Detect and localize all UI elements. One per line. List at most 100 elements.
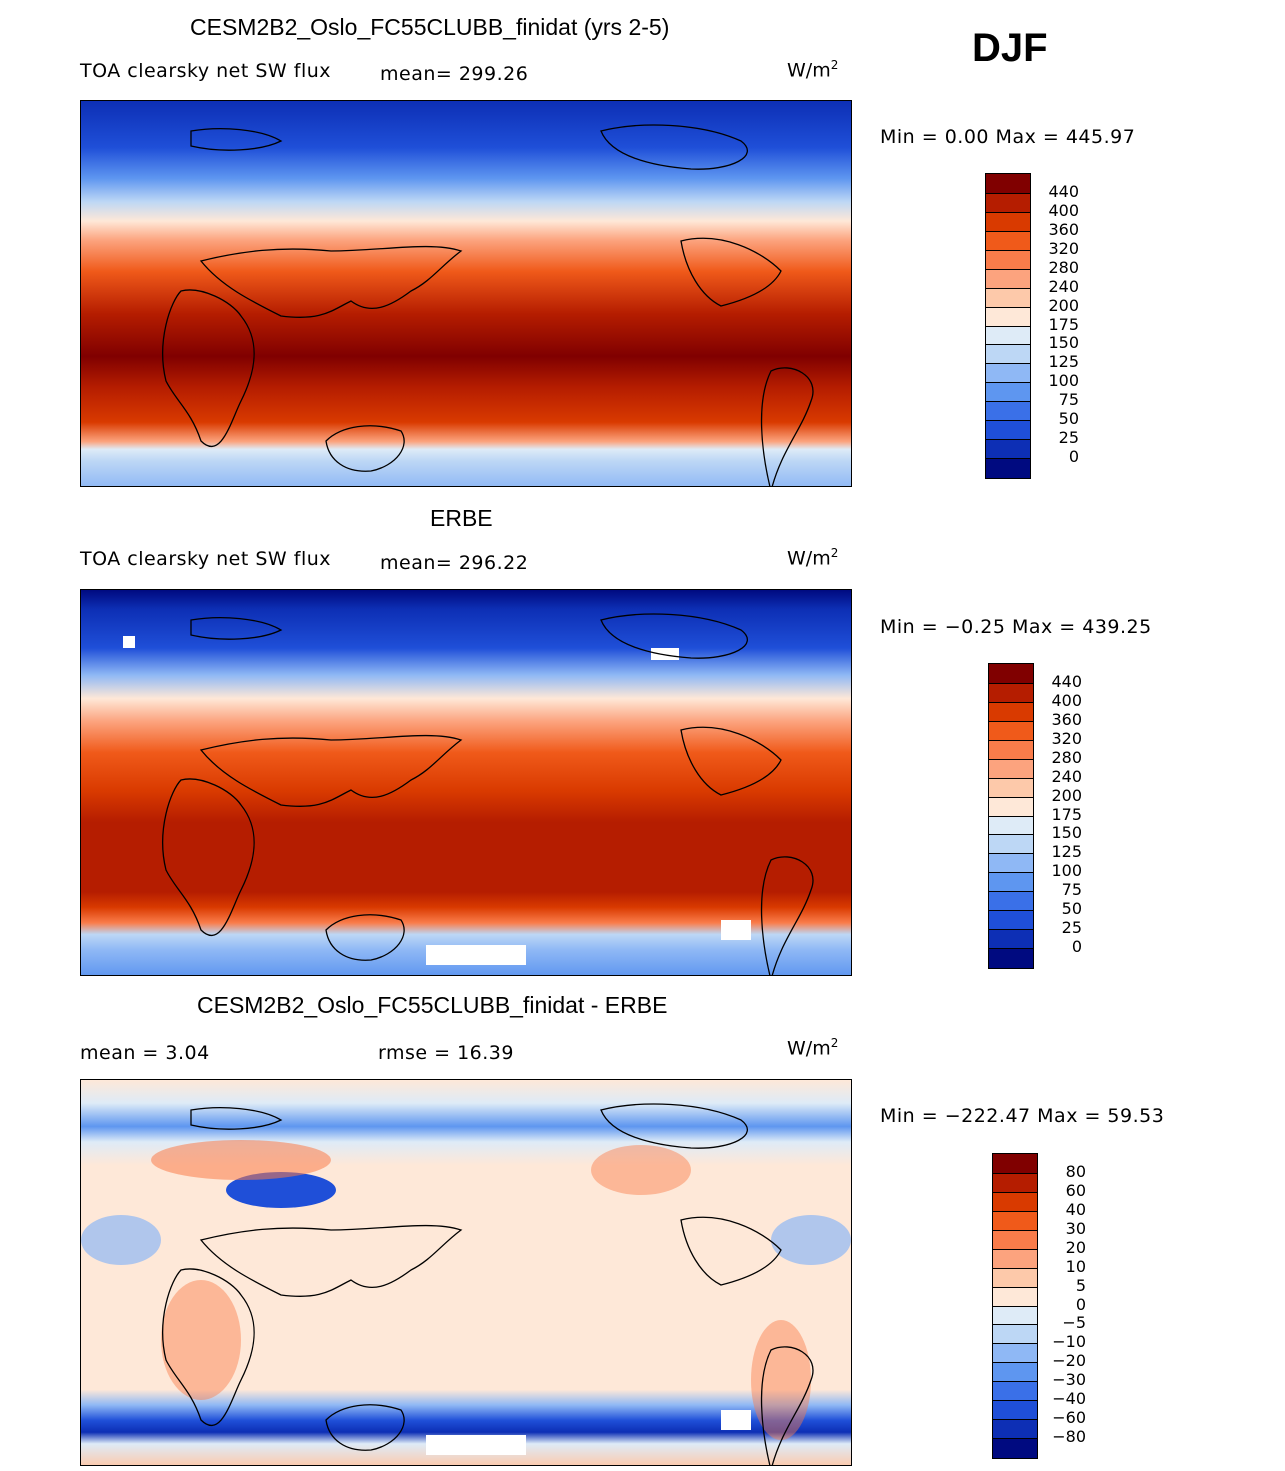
- colorbar-tick-label: −30: [1052, 1370, 1086, 1390]
- colorbar-swatch: [986, 439, 1030, 460]
- colorbar-swatch: [986, 249, 1030, 270]
- colorbar-tick-label: 40: [1065, 1199, 1086, 1219]
- colorbar-swatch: [993, 1400, 1037, 1421]
- colorbar-tick-label: 400: [1048, 200, 1079, 220]
- panel2-mean: mean= 296.22: [380, 552, 529, 574]
- colorbar-tick-label: 200: [1048, 295, 1079, 315]
- colorbar-swatch: [989, 948, 1033, 968]
- panel3-minmax: Min = −222.47 Max = 59.53: [880, 1105, 1165, 1127]
- colorbar-tick-label: 0: [1075, 1294, 1086, 1314]
- colorbar-tick-label: 75: [1058, 390, 1079, 410]
- colorbar-swatch: [993, 1191, 1037, 1212]
- panel1-map: [80, 100, 852, 487]
- colorbar-tick-label: 400: [1051, 690, 1082, 710]
- panel3-mean: mean = 3.04: [80, 1042, 210, 1064]
- colorbar-tick-label: 100: [1051, 861, 1082, 881]
- colorbar-tick-label: 150: [1051, 823, 1082, 843]
- colorbar-swatch: [986, 192, 1030, 213]
- colorbar-swatch: [986, 344, 1030, 365]
- panel3-units: W/m2: [787, 1036, 839, 1060]
- colorbar-tick-label: 10: [1065, 1256, 1086, 1276]
- colorbar-swatch: [993, 1305, 1037, 1326]
- colorbar-swatch: [993, 1248, 1037, 1269]
- colorbar-tick-label: 440: [1051, 671, 1082, 691]
- colorbar-tick-label: 80: [1065, 1161, 1086, 1181]
- panel1-title: CESM2B2_Oslo_FC55CLUBB_finidat (yrs 2-5): [190, 14, 670, 40]
- colorbar-swatch: [993, 1362, 1037, 1383]
- colorbar-swatch: [989, 777, 1033, 798]
- colorbar-swatch: [993, 1210, 1037, 1231]
- colorbar-tick-label: 240: [1048, 276, 1079, 296]
- panel2-coastlines: [162, 613, 814, 975]
- panel1-units: W/m2: [787, 58, 839, 82]
- colorbar-tick-label: 150: [1048, 333, 1079, 353]
- colorbar-tick-label: 320: [1051, 728, 1082, 748]
- colorbar-swatch: [986, 306, 1030, 327]
- colorbar-tick-label: 280: [1051, 747, 1082, 767]
- colorbar-tick-label: 50: [1061, 899, 1082, 919]
- colorbar-swatch: [989, 815, 1033, 836]
- colorbar-swatch: [993, 1419, 1037, 1440]
- colorbar-swatch: [993, 1324, 1037, 1345]
- colorbar-swatch: [986, 268, 1030, 289]
- colorbar-swatch: [986, 325, 1030, 346]
- colorbar-tick-label: −10: [1052, 1332, 1086, 1352]
- panel2-colorbar: [988, 663, 1034, 969]
- panel2-map: [80, 589, 852, 976]
- panel1-coastlines: [162, 124, 814, 486]
- colorbar-tick-label: 200: [1051, 785, 1082, 805]
- colorbar-swatch: [989, 664, 1033, 683]
- colorbar-swatch: [986, 401, 1030, 422]
- colorbar-swatch: [989, 910, 1033, 931]
- panel1-mean: mean= 299.26: [380, 63, 529, 85]
- colorbar-tick-label: 20: [1065, 1237, 1086, 1257]
- colorbar-swatch: [989, 853, 1033, 874]
- panel3-colorbar: [992, 1153, 1038, 1459]
- colorbar-tick-label: 50: [1058, 409, 1079, 429]
- colorbar-tick-label: 360: [1048, 219, 1079, 239]
- colorbar-swatch: [993, 1286, 1037, 1307]
- colorbar-tick-label: 25: [1061, 918, 1082, 938]
- colorbar-tick-label: 0: [1071, 937, 1082, 957]
- panel3-coastlines: [162, 1103, 814, 1465]
- panel1-colorbar: [985, 173, 1031, 479]
- colorbar-tick-label: 30: [1065, 1218, 1086, 1238]
- panel1-variable: TOA clearsky net SW flux: [80, 60, 332, 82]
- colorbar-tick-label: 100: [1048, 371, 1079, 391]
- colorbar-swatch: [993, 1343, 1037, 1364]
- colorbar-swatch: [989, 739, 1033, 760]
- colorbar-swatch: [993, 1438, 1037, 1458]
- colorbar-tick-label: 5: [1075, 1275, 1086, 1295]
- colorbar-tick-label: 60: [1065, 1180, 1086, 1200]
- panel2-title: ERBE: [430, 505, 493, 531]
- colorbar-swatch: [993, 1381, 1037, 1402]
- colorbar-tick-label: 360: [1051, 709, 1082, 729]
- colorbar-tick-label: 75: [1061, 880, 1082, 900]
- colorbar-swatch: [986, 363, 1030, 384]
- colorbar-tick-label: 175: [1048, 314, 1079, 334]
- colorbar-tick-label: 0: [1068, 447, 1079, 467]
- panel2-minmax: Min = −0.25 Max = 439.25: [880, 616, 1152, 638]
- colorbar-swatch: [986, 458, 1030, 478]
- season-label: DJF: [972, 26, 1048, 70]
- colorbar-swatch: [986, 382, 1030, 403]
- colorbar-swatch: [993, 1267, 1037, 1288]
- panel3-title: CESM2B2_Oslo_FC55CLUBB_finidat - ERBE: [197, 992, 668, 1018]
- colorbar-tick-label: −5: [1062, 1313, 1086, 1333]
- colorbar-tick-label: 125: [1048, 352, 1079, 372]
- panel1-minmax: Min = 0.00 Max = 445.97: [880, 126, 1136, 148]
- panel2-variable: TOA clearsky net SW flux: [80, 548, 332, 570]
- colorbar-tick-label: −20: [1052, 1351, 1086, 1371]
- colorbar-tick-label: 280: [1048, 257, 1079, 277]
- panel3-map: [80, 1079, 852, 1466]
- colorbar-tick-label: 25: [1058, 428, 1079, 448]
- colorbar-swatch: [993, 1154, 1037, 1173]
- colorbar-tick-label: 125: [1051, 842, 1082, 862]
- colorbar-swatch: [989, 796, 1033, 817]
- colorbar-tick-label: −60: [1052, 1408, 1086, 1428]
- colorbar-swatch: [989, 929, 1033, 950]
- colorbar-swatch: [989, 682, 1033, 703]
- colorbar-swatch: [986, 211, 1030, 232]
- colorbar-swatch: [989, 891, 1033, 912]
- colorbar-swatch: [989, 872, 1033, 893]
